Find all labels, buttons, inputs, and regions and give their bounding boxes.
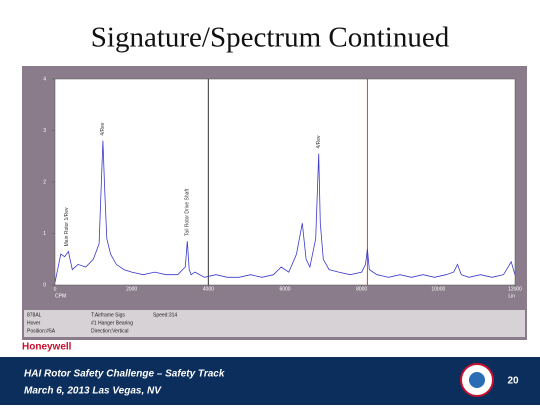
y-tick-label: 3 [43,128,46,134]
info-text: T:Airframe Sigs [91,312,125,318]
y-tick-label: 2 [43,179,46,185]
scale-label: Lin [508,293,515,299]
brand: Honeywell [22,342,72,353]
page-number: 20 [507,376,519,387]
annotation: 4/Rev [316,135,322,149]
info-text: #1 Hanger Bearing [91,320,133,326]
annotation: Main Rotor 1/Rev [64,207,70,246]
x-tick-label: 4000 [203,286,214,292]
x-tick-label: 12000 [508,286,522,292]
footer-line: March 6, 2013 Las Vegas, NV [24,386,162,397]
y-tick-label: 1 [43,231,46,237]
y-tick-label: 0 [43,282,46,288]
info-text: 878AL [27,312,42,318]
annotation: Tail Rotor Drive Shaft [185,188,191,236]
x-axis-label: CPM [55,293,66,299]
footer-line: HAI Rotor Safety Challenge – Safety Trac… [24,369,225,380]
annotation: 4/Rev [100,122,106,136]
spectrum-line [54,140,516,283]
y-tick-label: 4 [43,76,46,82]
logo [469,372,485,388]
info-text: Hover [27,320,41,326]
info-text: Position:#5A [27,328,56,334]
x-tick-label: 10000 [431,286,445,292]
x-tick-label: 0 [54,286,57,292]
slide-title: Signature/Spectrum Continued [91,22,450,54]
x-tick-label: 2000 [126,286,137,292]
info-text: Direction:Vertical [91,328,129,334]
info-text: Speed:314 [153,312,177,318]
x-tick-label: 8000 [356,286,367,292]
plot-area [54,78,516,286]
info-panel [24,310,525,337]
footer-band [0,357,540,405]
x-tick-label: 6000 [279,286,290,292]
